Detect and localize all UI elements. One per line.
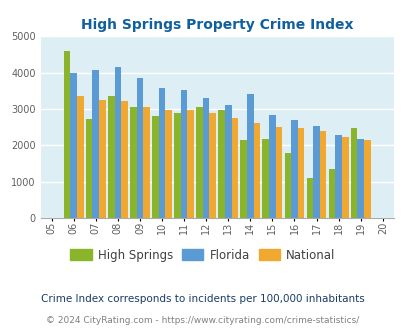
- Bar: [108, 96, 114, 218]
- Bar: [341, 137, 348, 218]
- Bar: [319, 131, 326, 218]
- Bar: [174, 113, 180, 218]
- Bar: [253, 123, 260, 218]
- Bar: [231, 117, 238, 218]
- Bar: [152, 116, 158, 218]
- Title: High Springs Property Crime Index: High Springs Property Crime Index: [81, 18, 353, 32]
- Bar: [187, 110, 194, 218]
- Bar: [121, 101, 128, 218]
- Bar: [165, 110, 172, 218]
- Bar: [335, 135, 341, 218]
- Bar: [64, 51, 70, 218]
- Bar: [240, 141, 246, 218]
- Bar: [290, 120, 297, 218]
- Legend: High Springs, Florida, National: High Springs, Florida, National: [66, 244, 339, 266]
- Bar: [262, 139, 269, 218]
- Bar: [209, 113, 215, 218]
- Bar: [136, 78, 143, 218]
- Bar: [350, 128, 356, 218]
- Bar: [130, 108, 136, 218]
- Bar: [218, 110, 224, 218]
- Text: © 2024 CityRating.com - https://www.cityrating.com/crime-statistics/: © 2024 CityRating.com - https://www.city…: [46, 316, 359, 325]
- Bar: [143, 108, 149, 218]
- Bar: [99, 100, 105, 218]
- Bar: [246, 94, 253, 218]
- Bar: [114, 67, 121, 218]
- Bar: [356, 139, 363, 218]
- Bar: [77, 96, 83, 218]
- Bar: [92, 70, 99, 218]
- Bar: [297, 128, 304, 218]
- Bar: [269, 115, 275, 218]
- Bar: [196, 107, 202, 218]
- Bar: [158, 88, 165, 218]
- Text: Crime Index corresponds to incidents per 100,000 inhabitants: Crime Index corresponds to incidents per…: [41, 294, 364, 304]
- Bar: [313, 126, 319, 218]
- Bar: [306, 178, 313, 218]
- Bar: [85, 119, 92, 218]
- Bar: [363, 140, 370, 218]
- Bar: [180, 90, 187, 218]
- Bar: [328, 169, 335, 218]
- Bar: [70, 73, 77, 218]
- Bar: [202, 98, 209, 218]
- Bar: [224, 105, 231, 218]
- Bar: [284, 153, 290, 218]
- Bar: [275, 127, 281, 218]
